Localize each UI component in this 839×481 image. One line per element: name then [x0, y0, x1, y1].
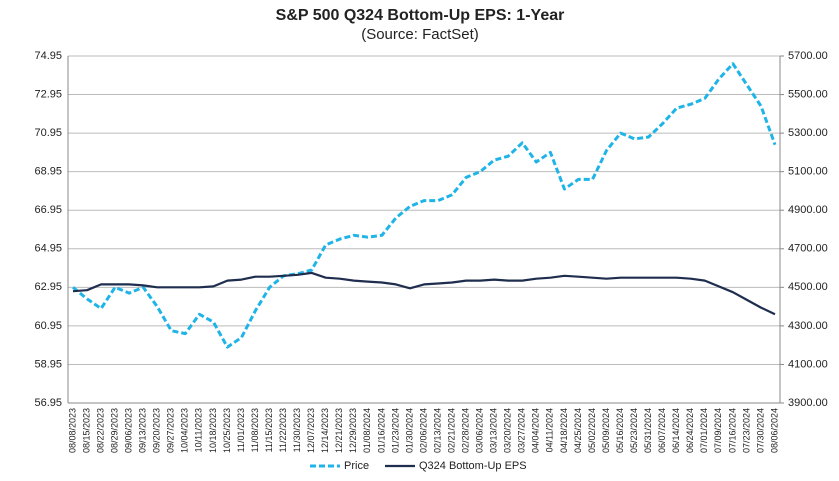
y-tick-label: 56.95	[34, 397, 62, 409]
x-tick-label: 03/27/2024	[517, 408, 527, 453]
x-tick-label: 07/16/2024	[727, 408, 737, 453]
x-tick-label: 05/02/2024	[587, 408, 597, 453]
x-tick-label: 07/30/2024	[755, 408, 765, 453]
x-tick-label: 12/21/2023	[334, 408, 344, 453]
x-tick-label: 01/23/2024	[390, 408, 400, 453]
y2-tick-label: 4100.00	[788, 358, 828, 370]
x-tick-label: 08/15/2023	[81, 408, 91, 453]
y-tick-label: 64.95	[34, 243, 62, 255]
y-tick-label: 58.95	[34, 358, 62, 370]
y2-tick-label: 4300.00	[788, 320, 828, 332]
legend-label: Price	[344, 460, 369, 472]
chart-title: S&P 500 Q324 Bottom-Up EPS: 1-Year	[276, 7, 565, 24]
x-tick-label: 01/08/2024	[362, 408, 372, 453]
x-tick-label: 04/25/2024	[573, 408, 583, 453]
y-tick-label: 74.95	[34, 50, 62, 62]
x-tick-label: 04/18/2024	[559, 408, 569, 453]
x-tick-label: 07/23/2024	[741, 408, 751, 453]
y2-tick-label: 5500.00	[788, 88, 828, 100]
x-tick-label: 08/06/2024	[769, 408, 779, 453]
x-tick-label: 11/08/2023	[250, 408, 260, 452]
y2-tick-label: 4500.00	[788, 281, 828, 293]
y-tick-label: 68.95	[34, 166, 62, 178]
x-tick-label: 10/18/2023	[208, 408, 218, 453]
y-tick-label: 70.95	[34, 127, 62, 139]
x-tick-label: 06/14/2024	[671, 408, 681, 453]
y-tick-label: 62.95	[34, 281, 62, 293]
y2-tick-label: 5700.00	[788, 50, 828, 62]
legend-label: Q324 Bottom-Up EPS	[419, 460, 527, 472]
x-tick-label: 02/06/2024	[418, 408, 428, 453]
y-tick-label: 66.95	[34, 204, 62, 216]
x-tick-label: 09/06/2023	[124, 408, 134, 453]
x-tick-label: 10/25/2023	[222, 408, 232, 453]
x-tick-label: 03/13/2024	[489, 408, 499, 453]
y2-tick-label: 5100.00	[788, 166, 828, 178]
x-tick-label: 05/09/2024	[601, 408, 611, 453]
y2-tick-label: 4700.00	[788, 243, 828, 255]
x-tick-label: 04/11/2024	[545, 408, 555, 452]
x-tick-label: 03/06/2024	[475, 408, 485, 453]
y-tick-label: 60.95	[34, 320, 62, 332]
series-line	[72, 271, 776, 316]
x-tick-label: 05/23/2024	[629, 408, 639, 453]
x-tick-label: 11/15/2023	[264, 408, 274, 452]
x-tick-label: 11/22/2023	[278, 408, 288, 452]
x-tick-label: 04/04/2024	[531, 408, 541, 453]
x-tick-label: 07/09/2024	[713, 408, 723, 453]
series-line	[72, 62, 777, 349]
x-tick-label: 02/21/2024	[446, 408, 456, 453]
x-tick-label: 05/16/2024	[615, 408, 625, 453]
x-tick-label: 08/08/2023	[67, 408, 77, 453]
x-tick-label: 12/07/2023	[306, 408, 316, 453]
x-tick-label: 09/20/2023	[152, 408, 162, 453]
x-tick-label: 12/14/2023	[320, 408, 330, 453]
x-tick-label: 11/01/2023	[236, 408, 246, 452]
y2-tick-label: 4900.00	[788, 204, 828, 216]
x-tick-label: 07/01/2024	[699, 408, 709, 453]
x-tick-label: 12/29/2023	[348, 408, 358, 453]
x-tick-label: 09/13/2023	[138, 408, 148, 453]
x-tick-label: 09/27/2023	[166, 408, 176, 453]
chart-subtitle: (Source: FactSet)	[361, 26, 479, 43]
y2-tick-label: 5300.00	[788, 127, 828, 139]
x-tick-label: 08/22/2023	[95, 408, 105, 453]
x-tick-label: 06/24/2024	[685, 408, 695, 453]
y-tick-label: 72.95	[34, 88, 62, 100]
x-tick-label: 02/13/2024	[432, 408, 442, 453]
x-tick-label: 03/20/2024	[503, 408, 513, 453]
x-tick-label: 10/11/2023	[194, 408, 204, 452]
x-tick-label: 01/16/2024	[376, 408, 386, 453]
x-tick-label: 05/31/2024	[643, 408, 653, 453]
x-tick-label: 02/28/2024	[460, 408, 470, 453]
y2-tick-label: 3900.00	[788, 397, 828, 409]
x-tick-label: 10/04/2023	[180, 408, 190, 453]
x-tick-label: 11/30/2023	[292, 408, 302, 452]
x-tick-label: 08/29/2023	[109, 408, 119, 453]
x-tick-label: 06/07/2024	[657, 408, 667, 453]
x-tick-label: 01/30/2024	[404, 408, 414, 453]
